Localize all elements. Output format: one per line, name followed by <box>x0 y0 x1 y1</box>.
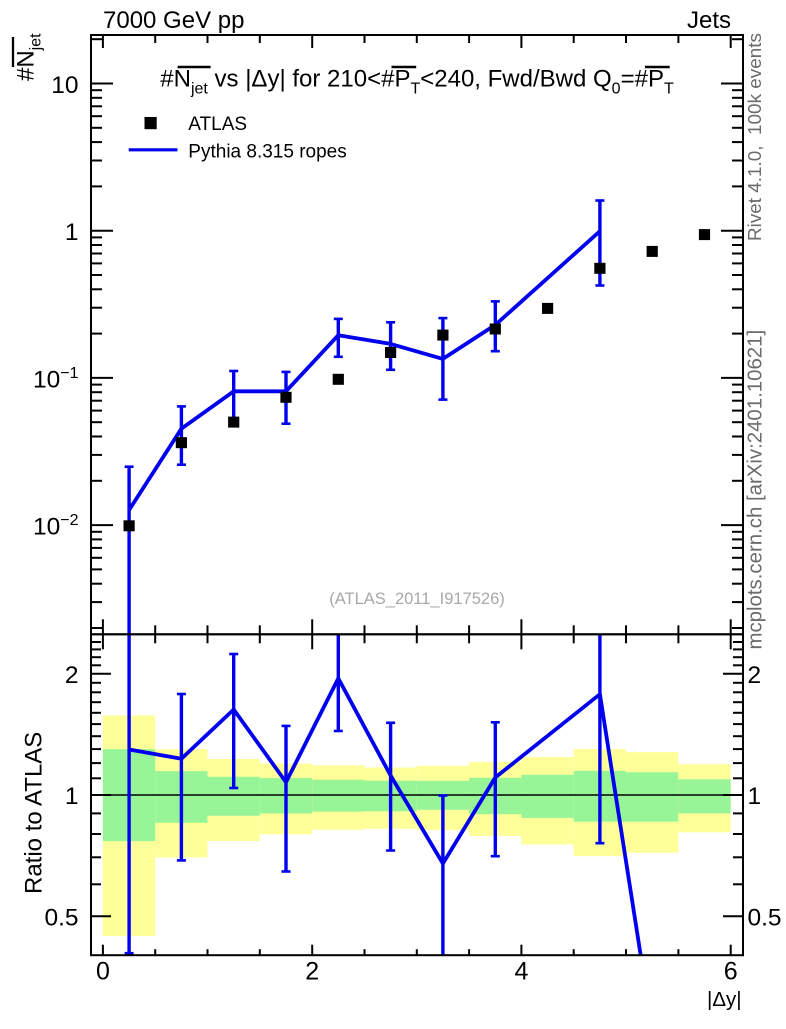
svg-text:6: 6 <box>724 957 738 985</box>
svg-text:Rivet 4.1.0, 100k events: Rivet 4.1.0, 100k events <box>745 33 766 241</box>
svg-text:10: 10 <box>51 72 78 99</box>
svg-text:ATLAS: ATLAS <box>188 114 247 135</box>
svg-text:0.5: 0.5 <box>748 904 782 931</box>
svg-text:2: 2 <box>65 662 79 689</box>
svg-text:Pythia 8.315 ropes: Pythia 8.315 ropes <box>188 141 346 162</box>
svg-text:1: 1 <box>65 219 79 246</box>
svg-text:|Δy|: |Δy| <box>707 988 742 1011</box>
svg-text:4: 4 <box>514 957 528 985</box>
svg-text:mcplots.cern.ch [arXiv:2401.10: mcplots.cern.ch [arXiv:2401.10621] <box>745 330 767 650</box>
svg-text:7000 GeV pp: 7000 GeV pp <box>103 7 244 34</box>
svg-text:#Njet vs |Δy| for 210<#PT<240,: #Njet vs |Δy| for 210<#PT<240, Fwd/Bwd Q… <box>160 65 674 97</box>
svg-text:0: 0 <box>96 957 110 985</box>
svg-text:1: 1 <box>748 783 762 810</box>
svg-text:Ratio to ATLAS: Ratio to ATLAS <box>20 732 47 894</box>
svg-text:2: 2 <box>748 662 762 689</box>
svg-text:0.5: 0.5 <box>44 904 78 931</box>
svg-text:Jets: Jets <box>687 7 731 34</box>
svg-text:(ATLAS_2011_I917526): (ATLAS_2011_I917526) <box>329 590 505 608</box>
svg-text:2: 2 <box>305 957 319 985</box>
svg-text:1: 1 <box>65 783 79 810</box>
